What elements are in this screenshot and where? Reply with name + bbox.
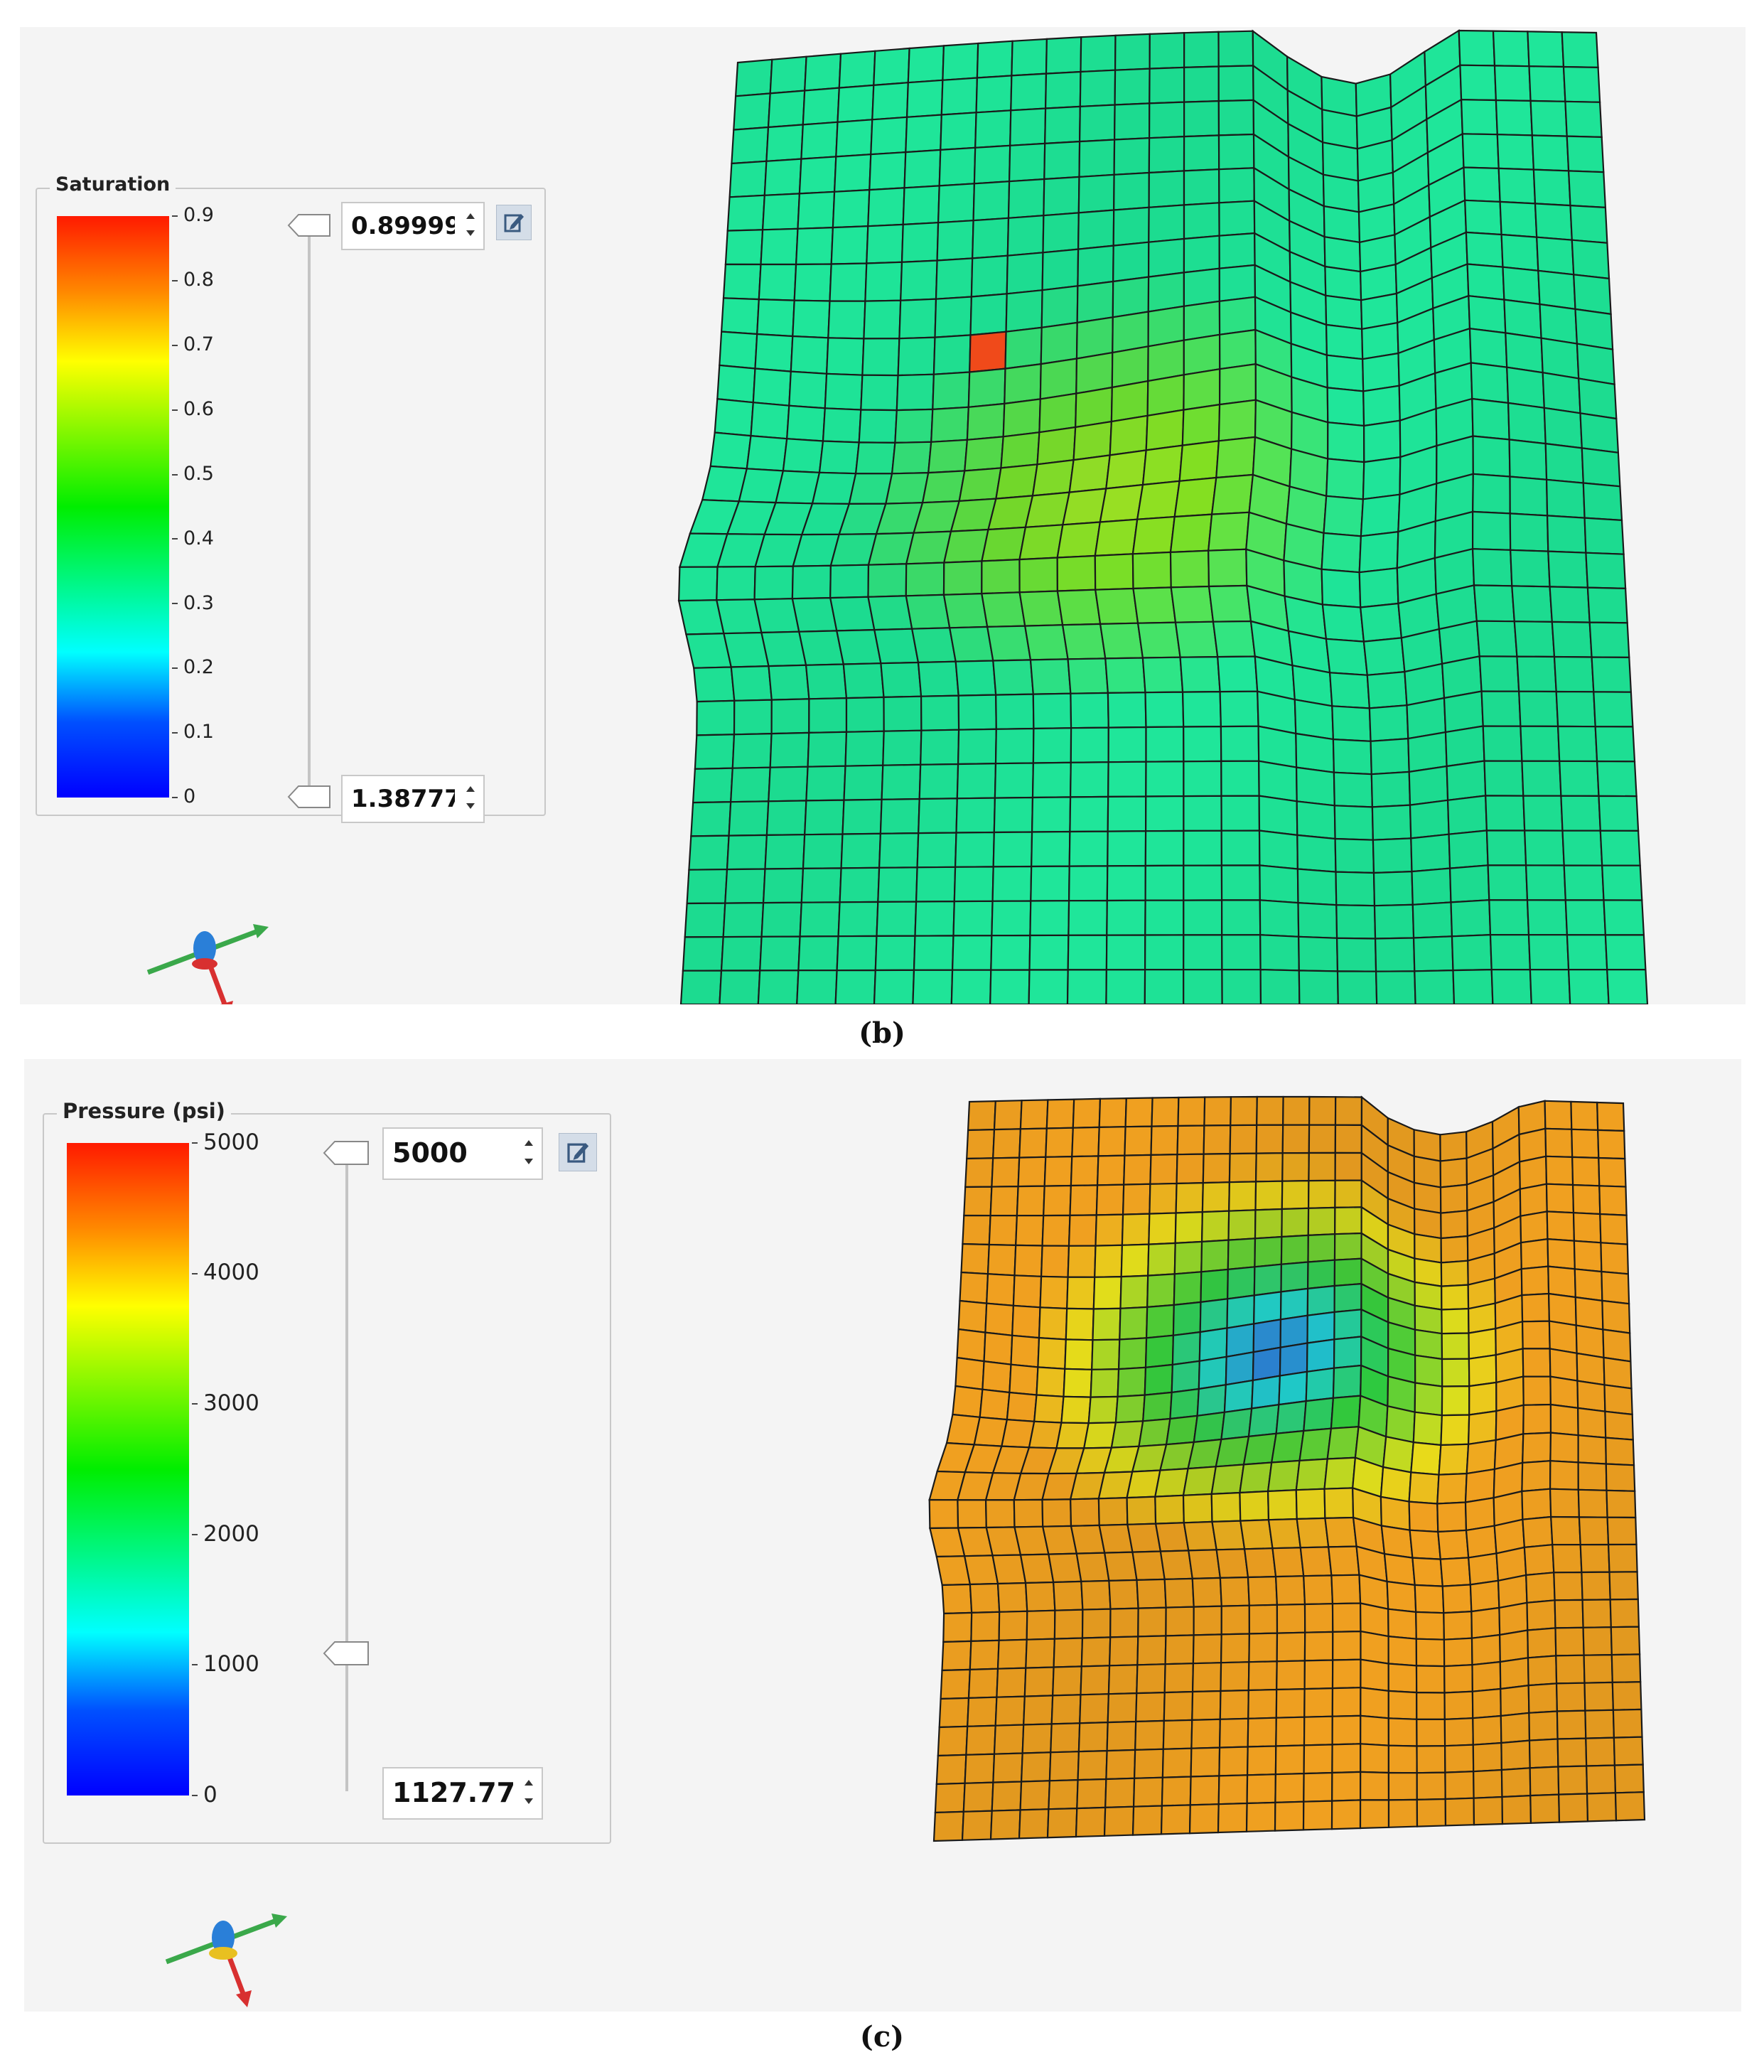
orientation-axes-icon[interactable] — [152, 1869, 294, 2012]
lower-value-spinbox[interactable]: 1127.77 — [382, 1767, 543, 1820]
pressure-mesh[interactable] — [24, 1059, 1741, 2012]
panel-b-viewport[interactable]: Saturation 0.9 0.8 0.7 0.6 0.5 0.4 0.3 0.2 0.1 0 … — [20, 27, 1746, 1004]
colorbar-tick-label: 0 — [183, 785, 196, 808]
colorbar-tick — [172, 667, 178, 670]
edit-range-button[interactable] — [496, 205, 532, 240]
colorbar-tick — [192, 1795, 198, 1796]
colorbar-tick — [172, 344, 178, 346]
upper-value-text: 0.89999 — [351, 212, 455, 240]
colorbar-tick-label: 2000 — [203, 1520, 259, 1547]
saturation-mesh[interactable] — [20, 27, 1746, 1004]
upper-value-text: 5000 — [392, 1137, 468, 1169]
colorbar-tick — [192, 1403, 198, 1405]
spin-arrows-icon[interactable] — [519, 1129, 539, 1176]
colorbar-tick-label: 3000 — [203, 1390, 259, 1416]
panel-c-viewport[interactable]: Pressure (psi) 5000 4000 3000 2000 1000 0 500… — [24, 1059, 1741, 2012]
colorbar-tick-label: 1000 — [203, 1651, 259, 1678]
colorbar-tick-label: 0.3 — [183, 591, 214, 614]
legend-title: Saturation — [50, 173, 176, 195]
mesh-cells — [928, 1095, 1646, 1842]
lower-value-text: 1.38777 — [351, 785, 455, 813]
legend-title: Pressure (psi) — [57, 1099, 231, 1123]
colorbar-tick — [192, 1272, 198, 1274]
spin-arrows-icon[interactable] — [519, 1768, 539, 1815]
upper-slider-handle[interactable] — [323, 1140, 370, 1166]
upper-value-spinbox[interactable]: 0.89999 — [341, 202, 485, 250]
colorbar-tick-label: 0.8 — [183, 269, 214, 291]
saturation-colorbar — [57, 216, 169, 798]
colorbar-tick-label: 0.4 — [183, 527, 214, 549]
colorbar-tick — [172, 538, 178, 540]
range-slider-track[interactable] — [345, 1152, 348, 1791]
colorbar-tick — [172, 603, 178, 605]
colorbar-tick-label: 0.1 — [183, 721, 214, 744]
upper-slider-handle[interactable] — [287, 213, 331, 237]
colorbar-tick — [172, 409, 178, 411]
colorbar-tick — [192, 1533, 198, 1535]
lower-value-text: 1127.77 — [392, 1777, 513, 1808]
panel-b-caption: (b) — [859, 1016, 905, 1050]
colorbar-tick-label: 0 — [203, 1781, 217, 1808]
colorbar-tick-label: 0.6 — [183, 397, 214, 420]
colorbar-tick — [192, 1664, 198, 1666]
orientation-axes-icon[interactable] — [134, 880, 276, 1004]
edit-range-button[interactable] — [559, 1133, 597, 1171]
mesh-cells — [677, 29, 1649, 1004]
lower-slider-handle[interactable] — [323, 1641, 370, 1666]
spin-arrows-icon[interactable] — [461, 203, 480, 246]
colorbar-tick-label: 0.5 — [183, 462, 214, 485]
pressure-colorbar — [67, 1143, 189, 1795]
panel-c-caption: (c) — [859, 2020, 905, 2054]
colorbar-tick — [172, 797, 178, 798]
spin-arrows-icon[interactable] — [461, 776, 480, 819]
colorbar-tick-label: 0.7 — [183, 333, 214, 356]
colorbar-tick — [172, 279, 178, 281]
colorbar-tick — [192, 1142, 198, 1144]
edit-icon — [504, 214, 524, 232]
colorbar-tick-label: 4000 — [203, 1260, 259, 1286]
colorbar-tick — [172, 732, 178, 734]
lower-slider-handle[interactable] — [287, 785, 331, 809]
lower-value-spinbox[interactable]: 1.38777 — [341, 775, 485, 823]
colorbar-tick — [172, 473, 178, 476]
edit-icon — [567, 1143, 589, 1163]
colorbar-tick-label: 0.9 — [183, 204, 214, 227]
colorbar-tick-label: 5000 — [203, 1129, 259, 1155]
upper-value-spinbox[interactable]: 5000 — [382, 1127, 543, 1180]
colorbar-tick-label: 0.2 — [183, 656, 214, 679]
colorbar-tick — [172, 215, 178, 217]
range-slider-track[interactable] — [308, 225, 311, 793]
